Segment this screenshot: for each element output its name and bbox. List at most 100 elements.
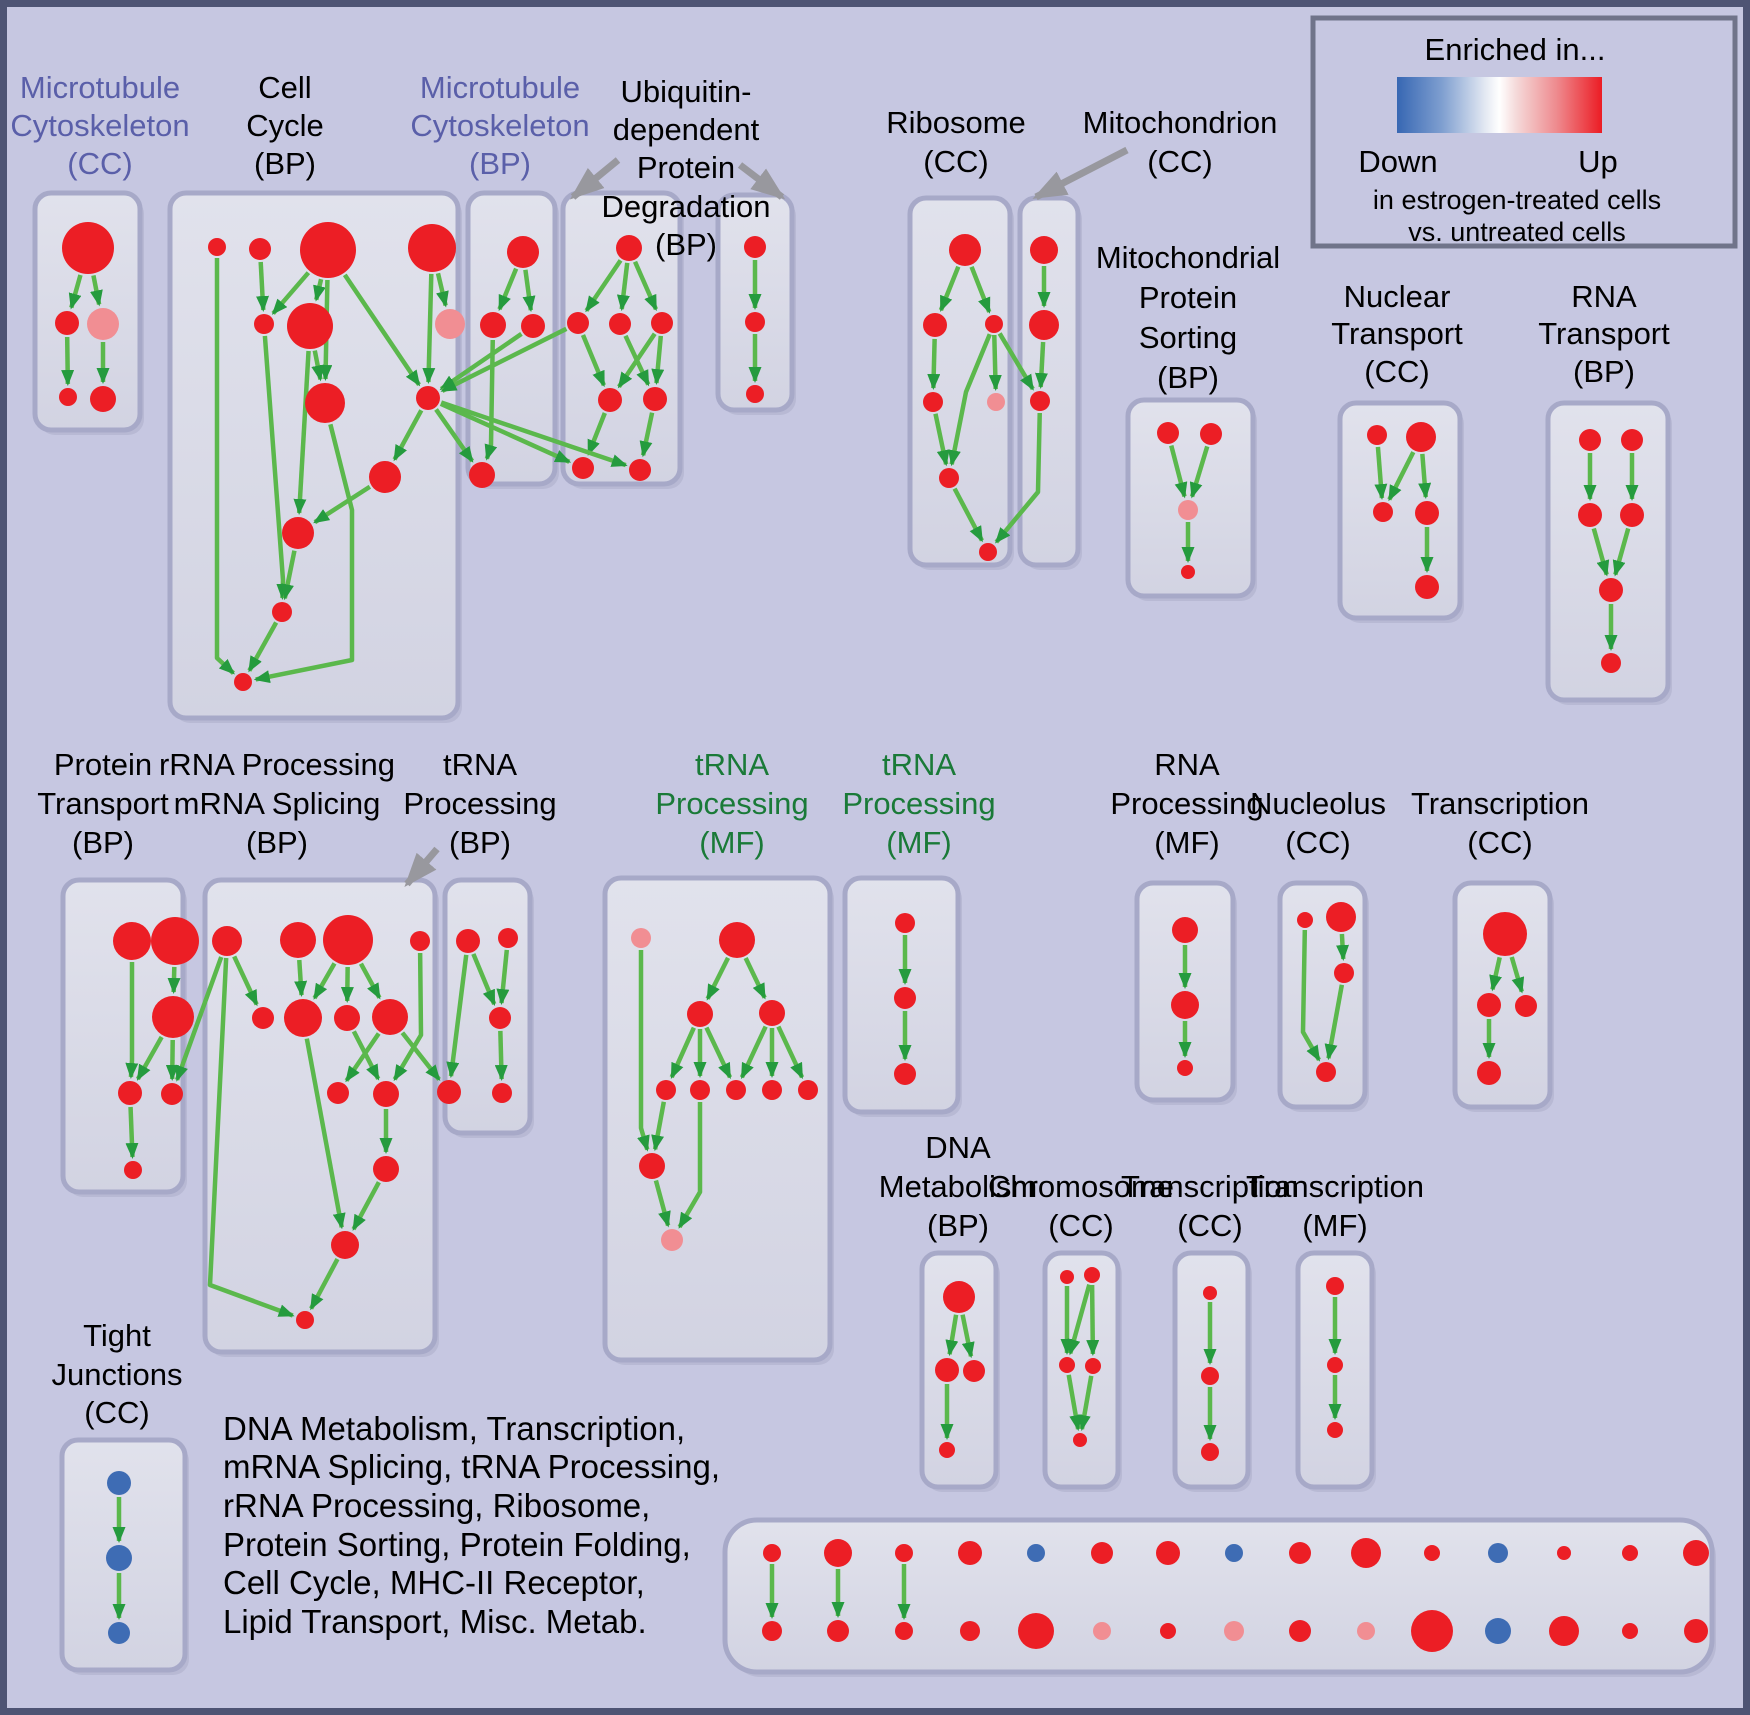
edge-cell-cycle-bp-13 (247, 621, 279, 673)
edge-microtubule-cytoskeleton-cc-2 (61, 336, 75, 387)
cluster-label-ubiquitin-dependent-protein-degradation-bp-line-0: Ubiquitin- (621, 74, 752, 109)
cluster-label-trna-processing-bp-line-2: (BP) (449, 825, 511, 860)
bottom-node-top-7 (1225, 1544, 1243, 1562)
node-ribosome-cc-0 (949, 234, 981, 266)
node-cell-cycle-bp-7 (416, 386, 440, 410)
edge-ribosome-cc-6 (952, 487, 984, 543)
node-nucleolus-cc-3 (1316, 1062, 1336, 1082)
node-protein-transport-bp-3 (118, 1081, 142, 1105)
cross-edge-5 (997, 332, 1035, 391)
node-ribosome-cc-2 (985, 315, 1003, 333)
node-ribosome-cc-6 (979, 543, 997, 561)
node-rna-processing-mf-0 (1172, 917, 1198, 943)
node-mitochondrial-protein-sorting-bp-0 (1157, 422, 1179, 444)
node-trna-processing-bp-1 (498, 928, 518, 948)
edge-microtubule-cytoskeleton-bp-0 (497, 267, 519, 312)
bottom-node-bottom-0 (762, 1621, 782, 1641)
edge-rna-transport-bp-2 (1591, 527, 1610, 577)
edge-ribosome-cc-2 (927, 338, 941, 391)
node-trna-processing-mf-large-3 (759, 1000, 785, 1026)
node-ubiquitin-dependent-protein-degradation-bp-6 (572, 457, 594, 479)
bottom-node-bottom-1 (827, 1620, 849, 1642)
edge-ribosome-cc-3 (988, 334, 1002, 392)
node-dna-metabolism-bp-0 (943, 1281, 975, 1313)
node-nuclear-transport-cc-1 (1406, 422, 1436, 452)
edge-ubiquitin-dependent-protein-degradation-bp-5 (623, 334, 651, 387)
node-cell-cycle-bp-8 (305, 383, 345, 423)
node-dna-metabolism-bp-1 (935, 1358, 959, 1382)
node-transcription-mf-1 (1327, 1357, 1343, 1373)
cluster-label-tight-junctions-cc-line-0: Tight (83, 1318, 151, 1353)
node-ribosome-cc-5 (939, 468, 959, 488)
cluster-label-ubiquitin-dependent-protein-degradation-bp-line-4: (BP) (655, 227, 717, 262)
edge-mitochondrion-cc-1 (1034, 341, 1048, 390)
node-cell-cycle-bp-2 (300, 222, 356, 278)
cross-edge-6 (994, 412, 1042, 544)
node-ubiquitin-dependent-protein-degradation-bp-5 (643, 387, 667, 411)
gray-pointer-arrow-0 (569, 157, 621, 200)
legend-caption-line-0: in estrogen-treated cells (1373, 185, 1661, 215)
node-cell-cycle-bp-11 (272, 602, 292, 622)
edge-trna-processing-bp-3 (494, 1030, 508, 1082)
cluster-label-rna-transport-bp-line-1: Transport (1538, 316, 1670, 351)
node-ubiquitin-dependent-protein-degradation-bp-3 (651, 312, 673, 334)
bottom-node-bottom-2 (895, 1622, 913, 1640)
edge-trna-processing-mf-large-5 (739, 1025, 768, 1080)
gray-pointer-arrow-3 (404, 846, 440, 888)
bottom-node-top-4 (1027, 1544, 1045, 1562)
node-trna-processing-mf-large-2 (687, 1001, 713, 1027)
edge-ribosome-cc-1 (969, 265, 992, 314)
node-rrna-processing-mrna-splicing-bp-7 (372, 999, 408, 1035)
node-microtubule-cytoskeleton-cc-4 (90, 386, 116, 412)
node-chromosome-cc-2 (1059, 1357, 1075, 1373)
node-trna-processing-bp-2 (437, 1080, 461, 1104)
node-transcription-cc-mid-3 (1477, 1061, 1501, 1085)
cluster-label-chromosome-cc-line-1: (CC) (1048, 1208, 1113, 1243)
node-dna-metabolism-bp-3 (939, 1442, 955, 1458)
bottom-node-top-5 (1091, 1542, 1113, 1564)
cluster-label-trna-processing-mf-large-line-0: tRNA (695, 747, 769, 782)
node-trna-processing-mf-large-8 (798, 1080, 818, 1100)
node-nucleolus-cc-1 (1326, 902, 1356, 932)
edge-nuclear-transport-cc-1 (1387, 451, 1416, 502)
edge-cell-cycle-bp-12 (281, 550, 297, 601)
edge-dna-metabolism-bp-0 (945, 1314, 959, 1357)
cluster-label-transcription-cc-row3-line-0: Transcription (1121, 1169, 1299, 1204)
node-chromosome-cc-0 (1060, 1270, 1074, 1284)
cluster-label-rna-transport-bp-line-2: (BP) (1573, 354, 1635, 389)
node-ubiquitin-degradation-second-box-1 (745, 312, 765, 332)
cross-edge-3 (439, 401, 572, 464)
node-mitochondrial-protein-sorting-bp-2 (1178, 500, 1198, 520)
node-nucleolus-cc-2 (1334, 963, 1354, 983)
node-rna-transport-bp-0 (1579, 429, 1601, 451)
edge-rrna-processing-mrna-splicing-bp-4 (358, 962, 382, 1000)
node-trna-processing-bp-3 (489, 1007, 511, 1029)
node-protein-transport-bp-2 (152, 996, 194, 1038)
edge-dna-metabolism-bp-1 (960, 1314, 975, 1359)
node-rna-transport-bp-5 (1601, 653, 1621, 673)
cluster-label-ubiquitin-dependent-protein-degradation-bp-line-3: Degradation (602, 189, 771, 224)
node-cell-cycle-bp-5 (287, 303, 333, 349)
edge-rrna-processing-mrna-splicing-bp-1 (294, 959, 308, 998)
edge-cell-cycle-bp-1 (256, 261, 269, 313)
bottom-node-bottom-5 (1093, 1622, 1111, 1640)
node-cell-cycle-bp-0 (208, 238, 226, 256)
cluster-label-mitochondrion-cc-line-1: (CC) (1147, 144, 1212, 179)
cluster-label-nuclear-transport-cc-line-0: Nuclear (1344, 279, 1451, 314)
cluster-label-transcription-mf-line-0: Transcription (1246, 1169, 1424, 1204)
cluster-label-mitochondrial-protein-sorting-bp-line-3: (BP) (1157, 360, 1219, 395)
cluster-label-transcription-mf-line-1: (MF) (1302, 1208, 1367, 1243)
bottom-node-bottom-9 (1357, 1622, 1375, 1640)
bottom-node-bottom-7 (1224, 1621, 1244, 1641)
cluster-box-nuclear-transport-cc (1337, 400, 1463, 621)
node-rna-transport-bp-1 (1621, 429, 1643, 451)
node-trna-processing-mf-large-9 (639, 1153, 665, 1179)
bottom-node-top-9 (1351, 1538, 1381, 1568)
node-tight-junctions-cc-1 (106, 1545, 132, 1571)
node-chromosome-cc-1 (1084, 1267, 1100, 1283)
node-rrna-processing-mrna-splicing-bp-8 (327, 1082, 349, 1104)
cluster-label-mitochondrial-protein-sorting-bp-line-1: Protein (1139, 280, 1237, 315)
edge-nucleolus-cc-2 (1324, 984, 1345, 1061)
cluster-label-trna-processing-mf-small-line-0: tRNA (882, 747, 956, 782)
cluster-label-rna-transport-bp-line-0: RNA (1571, 279, 1637, 314)
